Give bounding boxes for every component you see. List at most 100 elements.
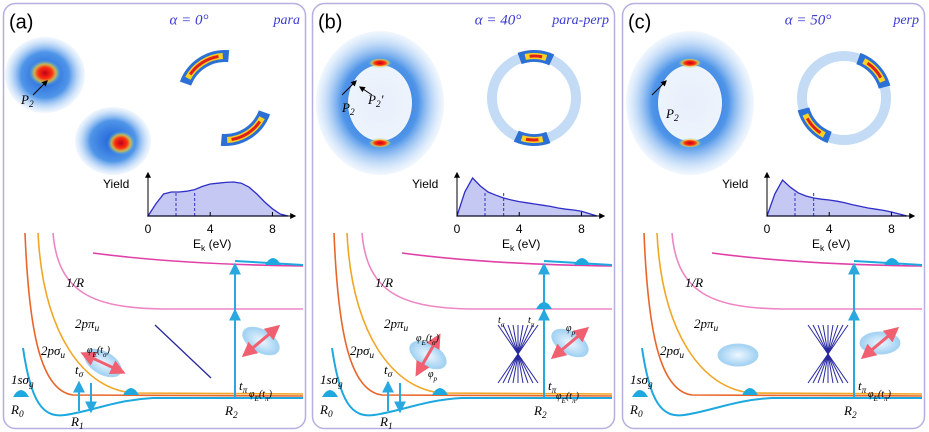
momentum-hotspot [368,58,392,68]
y-axis-label: Yield [412,177,438,191]
subscript: σ [388,370,393,380]
label-text: 2pπ [384,316,404,331]
subscript: π [531,321,535,329]
x-tick-label: 8 [888,222,895,236]
label-text: P [341,100,350,115]
annotation: φp [428,369,438,382]
x-tick-label: 8 [269,222,276,236]
x-tick-label: 0 [145,222,152,236]
direction-line [155,325,211,378]
label-text: E [812,237,820,251]
mode-label: para-perp [551,13,609,28]
annotation: R1 [379,414,393,432]
label-text: E [502,237,510,251]
page: {"panels": [ {"label": "(a)", "alpha": "… [0,0,929,432]
annotation: tπ [528,315,535,328]
potential-curve [53,233,303,309]
label-text: 1sσ [630,372,649,387]
annotation: φE(tπ) [249,389,273,402]
subscript: u [714,324,719,334]
momentum-hole [658,65,722,141]
subscript: u [404,324,409,334]
momentum-hotspot [678,138,702,148]
label-text: ) [268,389,273,400]
annotation: 1/R [66,275,84,290]
label-text: 1sσ [11,372,30,387]
subscript: g [29,380,34,390]
label-text: ) [575,391,580,402]
label-text: ) [887,389,892,400]
annotation: 2pπu [75,316,100,334]
annotation: φE(tπ) [556,391,580,404]
yield-curve [767,180,907,216]
subscript: 0 [638,410,643,420]
momentum-hotspot [107,131,135,155]
potential-curve [644,233,922,396]
momentum-hotspot [368,138,392,148]
label-text: 2pπ [694,316,714,331]
panel: (b)α = 40°para-perp048YieldEk (eV)P2P2′1… [313,4,615,432]
subscript: 1 [388,422,393,432]
wavepacket [123,388,139,395]
subscript: σ [79,370,84,380]
label-text: E [193,237,201,251]
subscript: 2 [233,411,238,421]
y-axis-label: Yield [722,177,748,191]
label-text: 1/R [66,275,84,290]
label-text: 2pσ [660,343,680,358]
x-tick-label: 4 [207,222,214,236]
subscript: g [338,380,343,390]
momentum-hotspot [29,60,61,86]
label-text: ′ [381,92,384,107]
subscript: u [679,351,684,361]
potential-curve [657,233,922,394]
label-text: R [10,402,19,417]
wavepacket [322,390,338,397]
wavepacket [742,388,758,395]
subscript: u [95,324,100,334]
annotation: R0 [10,402,24,420]
annotation: 1sσg [320,372,343,390]
subscript: 2 [674,114,679,124]
label-text: (eV) [824,237,850,251]
label-text: ) [435,333,440,344]
x-tick-label: 8 [578,222,585,236]
subscript: 2 [350,108,355,118]
ring-arc [864,61,883,82]
label-text: P [20,92,29,107]
label-text: P [665,106,674,121]
subscript: 1 [79,422,84,432]
annotation: 1sσg [11,372,34,390]
label-text: ) [106,345,111,356]
label-text: R [70,414,79,429]
label-text: R [843,403,852,418]
annotation: 1/R [375,275,393,290]
y-axis-label: Yield [103,177,129,191]
subscript: p [571,329,576,337]
figure: (a)α = 0°para048YieldEk (eV)P21/R2pπu2pσ… [0,0,929,432]
label-text: P [367,92,376,107]
potential-curve [25,233,303,396]
x-axis-label: Ek (eV) [502,237,540,253]
x-tick-label: 4 [516,222,523,236]
subscript: 0 [19,410,24,420]
wavepacket [632,390,648,397]
subscript: π [862,386,867,396]
subscript: 2 [542,411,547,421]
annotation: 1/R [685,275,703,290]
x-tick-label: 0 [764,222,771,236]
label-text: 2pσ [41,343,61,358]
label-text: 1/R [375,275,393,290]
annotation: 2pσu [660,343,684,361]
label-text: (eV) [205,237,231,251]
momentum-hotspot [678,58,702,68]
wavepacket [574,258,590,265]
label-text: (eV) [514,237,540,251]
label-text: 2pσ [350,343,370,358]
x-axis-label: Ek (eV) [193,237,231,253]
yield-curve [457,178,597,216]
annotation: R0 [629,402,643,420]
annotation: 2pσu [41,343,65,361]
label-text: R [533,403,542,418]
